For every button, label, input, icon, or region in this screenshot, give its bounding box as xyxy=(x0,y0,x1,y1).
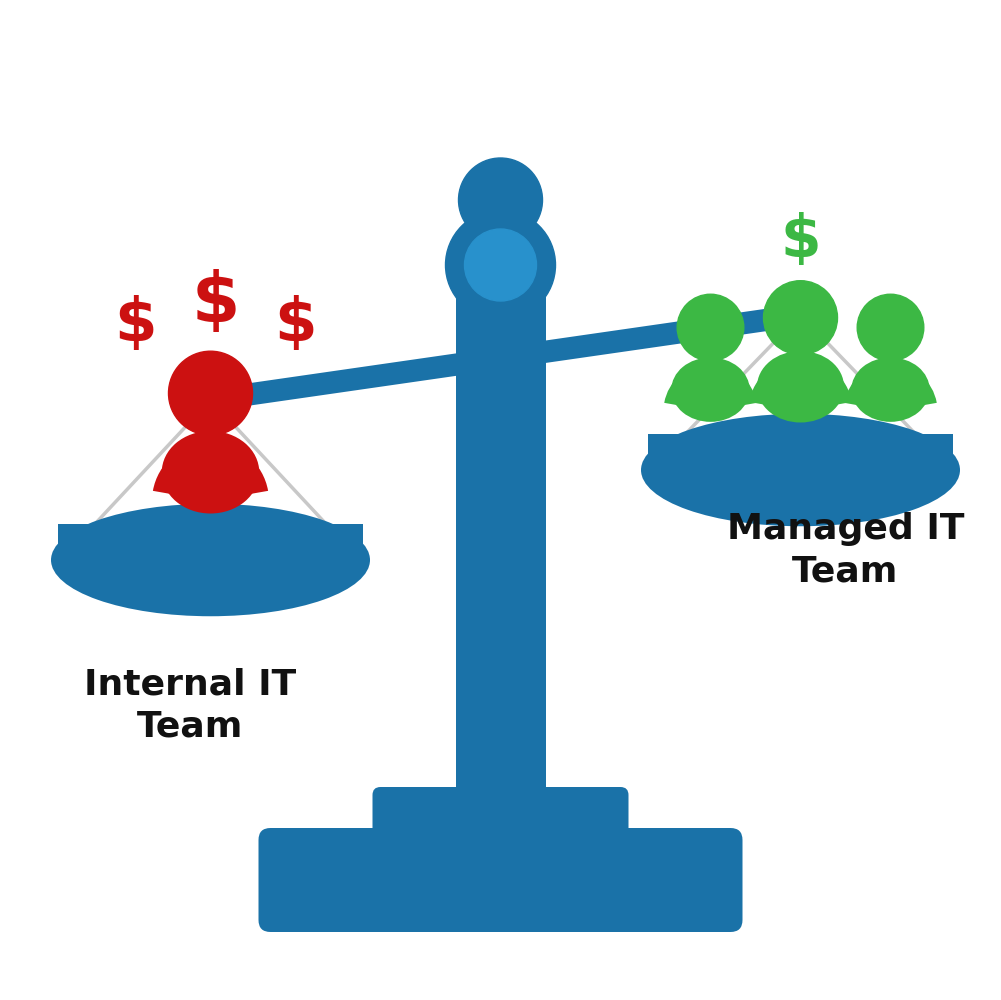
Text: Managed IT
Team: Managed IT Team xyxy=(727,512,964,589)
Circle shape xyxy=(784,298,818,332)
Wedge shape xyxy=(844,364,937,411)
Circle shape xyxy=(458,158,543,242)
Circle shape xyxy=(445,210,556,320)
Text: $: $ xyxy=(191,269,239,336)
Ellipse shape xyxy=(641,414,960,526)
Ellipse shape xyxy=(672,357,750,422)
FancyBboxPatch shape xyxy=(258,828,743,932)
Wedge shape xyxy=(153,442,268,501)
Text: Internal IT
Team: Internal IT Team xyxy=(84,668,296,744)
Circle shape xyxy=(168,351,252,435)
Circle shape xyxy=(184,374,236,426)
Text: $: $ xyxy=(274,295,316,354)
Ellipse shape xyxy=(162,431,259,514)
Circle shape xyxy=(678,294,744,361)
Circle shape xyxy=(775,289,827,341)
Wedge shape xyxy=(665,364,757,411)
Text: $: $ xyxy=(114,295,157,354)
Bar xyxy=(475,192,526,260)
Text: $: $ xyxy=(780,212,821,269)
Ellipse shape xyxy=(851,357,930,422)
Circle shape xyxy=(764,281,838,355)
Circle shape xyxy=(464,229,537,301)
Circle shape xyxy=(857,294,924,361)
FancyBboxPatch shape xyxy=(372,787,629,858)
Bar xyxy=(58,524,362,560)
Ellipse shape xyxy=(51,504,370,616)
Circle shape xyxy=(193,383,227,417)
Bar xyxy=(649,434,953,470)
Ellipse shape xyxy=(757,351,844,422)
Bar xyxy=(455,265,546,825)
Wedge shape xyxy=(749,359,852,411)
